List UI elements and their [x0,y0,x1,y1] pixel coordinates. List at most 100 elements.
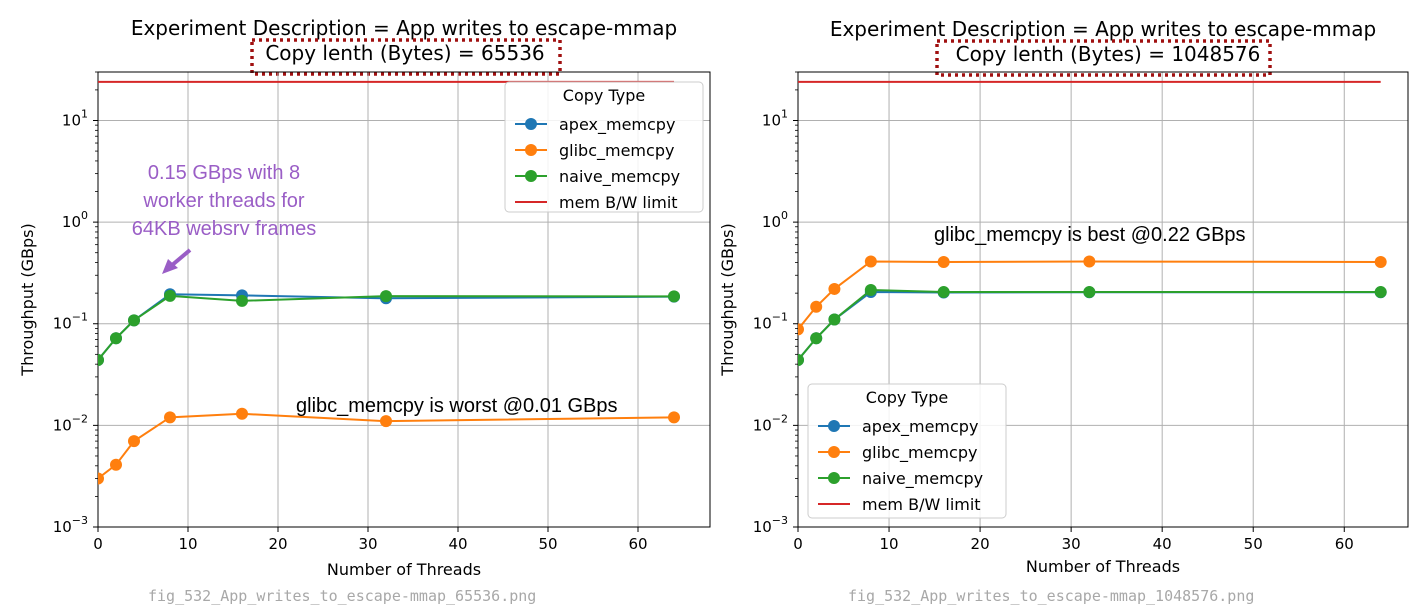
annotation-arrow-shaft [169,248,192,268]
y-tick-exponent: 1 [81,107,88,120]
data-point-naive_memcpy [164,289,176,302]
chart-title: Experiment Description = App writes to e… [131,16,677,40]
y-tick-label: 101 [762,107,788,129]
data-point-glibc_memcpy [98,472,104,485]
legend-swatch-marker [525,118,537,130]
y-tick-base: 10 [753,518,772,536]
y-tick-label: 10−2 [753,412,788,434]
legend: Copy Type apex_memcpy glibc_memcpy naive_me… [807,383,1007,519]
data-point-naive_memcpy [798,353,804,366]
data-point-glibc_memcpy [810,300,823,313]
x-tick-label: 40 [1153,535,1172,553]
y-tick-base: 10 [762,213,781,231]
y-axis-label: Throughput (GBps) [18,223,37,376]
data-point-glibc_memcpy [864,255,877,268]
data-point-naive_memcpy [810,332,823,345]
series-line-naive_memcpy [98,294,675,361]
chart-panel-1: Experiment Description = App writes to e… [18,16,711,605]
y-tick-base: 10 [62,111,81,129]
y-tick-exponent: −3 [72,514,88,527]
annotation-arrow-head [162,259,178,274]
y-tick-exponent: 0 [781,209,788,222]
data-point-naive_memcpy [1083,286,1096,299]
y-tick-label: 10−3 [753,514,788,536]
data-point-naive_memcpy [1374,286,1387,299]
legend-entry-label: mem B/W limit [559,193,678,212]
plot-area [798,80,1387,366]
x-tick-label: 0 [93,535,103,553]
highlight-box [250,38,562,76]
y-tick-base: 10 [53,518,72,536]
y-tick-base: 10 [53,416,72,434]
x-axis-label: Number of Threads [1026,557,1180,576]
legend-title: Copy Type [563,86,645,105]
y-tick-label: 10−3 [53,514,88,536]
plot-frame [797,71,1409,528]
legend-entry-label: naive_memcpy [862,469,983,489]
legend-swatch-marker [525,144,537,156]
y-tick-label: 100 [762,209,788,231]
y-tick-label: 10−2 [53,412,88,434]
y-tick-exponent: 1 [781,107,788,120]
annotation-note-line: 0.15 GBps with 8 [148,162,300,184]
legend-entry-label: apex_memcpy [559,115,675,135]
data-point-naive_memcpy [236,294,248,307]
legend-entry-label: mem B/W limit [862,495,981,514]
chart-subtitle: Copy lenth (Bytes) = 65536 [265,41,544,65]
data-point-naive_memcpy [668,290,680,303]
data-point-glibc_memcpy [668,411,680,424]
annotation-worst: glibc_memcpy is worst @0.01 GBps [296,395,618,417]
x-tick-label: 40 [448,535,467,553]
y-tick-exponent: 0 [81,209,88,222]
series-line-naive_memcpy [798,288,1381,361]
y-tick-exponent: −3 [772,514,788,527]
chart-subtitle: Copy lenth (Bytes) = 1048576 [956,42,1261,66]
x-tick-label: 50 [538,535,557,553]
x-tick-label: 10 [879,535,898,553]
legend-swatch-marker [828,446,840,458]
x-tick-label: 20 [268,535,287,553]
y-tick-label: 100 [62,209,88,231]
y-tick-base: 10 [62,213,81,231]
y-axis-label: Throughput (GBps) [718,223,737,376]
legend-entry-label: glibc_memcpy [862,443,977,463]
data-point-naive_memcpy [110,332,122,345]
y-tick-label: 10−1 [53,311,88,333]
legend-box [504,81,704,213]
annotation-best: glibc_memcpy is best @0.22 GBps [934,224,1246,246]
chart-panel-2: Experiment Description = App writes to e… [718,17,1409,605]
series-line-apex_memcpy [798,291,1381,361]
data-point-glibc_memcpy [828,282,841,295]
data-point-glibc_memcpy [937,256,950,269]
legend-entry-label: apex_memcpy [862,417,978,437]
legend-box [807,383,1007,519]
data-point-naive_memcpy [864,283,877,296]
data-point-glibc_memcpy [236,407,248,420]
y-tick-exponent: −1 [772,311,788,324]
data-point-glibc_memcpy [1374,256,1387,269]
legend-entry-label: naive_memcpy [559,167,680,187]
y-tick-exponent: −2 [772,412,788,425]
x-tick-label: 20 [971,535,990,553]
chart-title: Experiment Description = App writes to e… [830,17,1376,41]
figure-filename: fig_532_App_writes_to_escape-mmap_104857… [848,587,1254,605]
y-tick-label: 10−1 [753,311,788,333]
data-point-glibc_memcpy [164,411,176,424]
legend-swatch-marker [828,420,840,432]
plot-frame [97,71,711,528]
legend-swatch-marker [828,472,840,484]
highlight-box [935,39,1272,77]
data-point-glibc_memcpy [128,435,140,448]
y-tick-base: 10 [762,111,781,129]
x-tick-label: 60 [628,535,647,553]
data-point-naive_memcpy [98,353,104,366]
data-point-glibc_memcpy [110,458,122,471]
y-tick-base: 10 [53,315,72,333]
y-tick-base: 10 [753,315,772,333]
data-point-naive_memcpy [128,314,140,327]
annotation-note-line: worker threads for [142,190,305,212]
x-tick-label: 30 [1062,535,1081,553]
x-tick-label: 30 [358,535,377,553]
data-point-naive_memcpy [380,290,392,303]
y-tick-base: 10 [753,416,772,434]
